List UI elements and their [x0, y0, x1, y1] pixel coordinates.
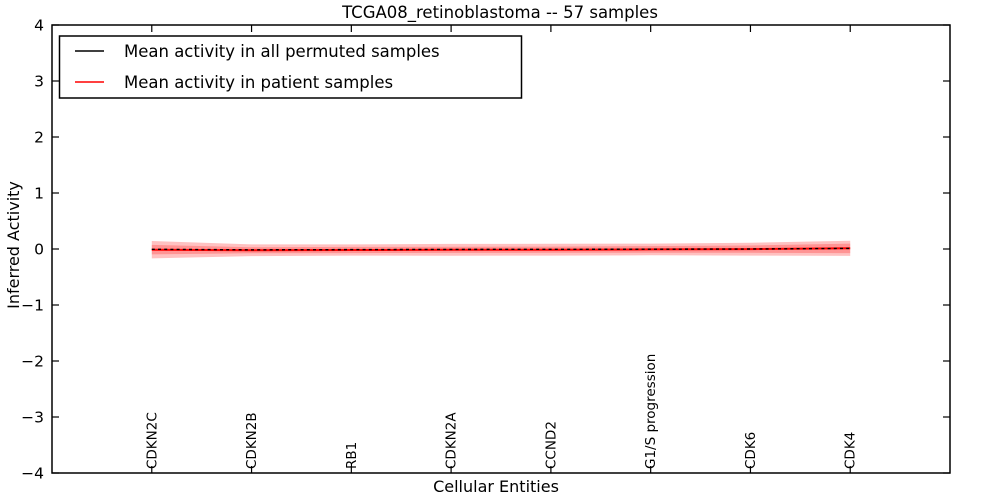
y-tick-label: −3 — [21, 409, 44, 427]
legend-patient-label: Mean activity in patient samples — [124, 73, 393, 92]
x-category-label: CDKN2B — [244, 412, 260, 469]
legend: Mean activity in all permuted samples Me… — [58, 35, 523, 99]
chart-title: TCGA08_retinoblastoma -- 57 samples — [341, 3, 658, 23]
y-tick-labels: 4 3 2 1 0 −1 −2 −3 −4 — [21, 17, 44, 483]
legend-frame — [58, 35, 523, 99]
x-category-label: CDK4 — [843, 432, 859, 469]
y-tick-label: −2 — [21, 353, 44, 371]
axis-ticks — [52, 24, 950, 474]
x-category-label: CDKN2A — [444, 412, 460, 469]
y-tick-label: −4 — [21, 465, 44, 483]
y-axis-label: Inferred Activity — [4, 181, 23, 309]
x-category-label: G1/S progression — [643, 354, 659, 469]
x-category-label: CDKN2C — [144, 412, 160, 469]
legend-permuted-label: Mean activity in all permuted samples — [124, 42, 440, 61]
y-tick-label: 1 — [34, 185, 44, 203]
x-axis-label: Cellular Entities — [433, 477, 559, 496]
y-tick-label: 2 — [34, 129, 44, 147]
y-tick-label: 0 — [34, 241, 44, 259]
x-category-label: CDK6 — [743, 432, 759, 469]
permuted-mean-line — [151, 247, 851, 251]
x-category-label: RB1 — [344, 442, 360, 469]
y-tick-label: 4 — [34, 17, 44, 35]
y-tick-label: 3 — [34, 73, 44, 91]
y-tick-label: −1 — [21, 297, 44, 315]
x-tick-labels: CDKN2C CDKN2B RB1 CDKN2A CCND2 G1/S progressi… — [144, 354, 858, 469]
x-category-label: CCND2 — [543, 421, 559, 469]
